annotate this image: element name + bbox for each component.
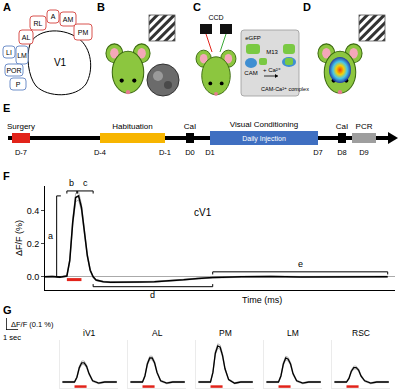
svg-text:D7: D7 [313, 148, 323, 157]
svg-text:B: B [97, 1, 105, 13]
svg-text:PM: PM [219, 328, 232, 338]
svg-text:F: F [3, 170, 10, 182]
svg-text:Daily Injection: Daily Injection [242, 135, 286, 143]
svg-text:cV1: cV1 [194, 207, 212, 218]
svg-text:D: D [303, 1, 311, 13]
svg-text:Surgery: Surgery [7, 122, 35, 131]
svg-text:A: A [3, 1, 11, 13]
svg-text:+ Ca²⁺: + Ca²⁺ [263, 67, 281, 73]
svg-text:AL: AL [152, 328, 163, 338]
svg-text:M13: M13 [266, 49, 278, 55]
svg-text:RSC: RSC [352, 328, 370, 338]
svg-text:C: C [193, 1, 201, 13]
svg-text:eGFP: eGFP [245, 35, 261, 41]
svg-text:0.4: 0.4 [27, 206, 40, 216]
svg-text:PCR: PCR [356, 122, 373, 131]
svg-text:CaI: CaI [336, 122, 348, 131]
svg-text:D1: D1 [205, 148, 215, 157]
svg-text:LM: LM [17, 52, 27, 59]
svg-text:AL: AL [22, 34, 31, 41]
svg-text:CAM: CAM [244, 70, 257, 76]
svg-text:LM: LM [287, 328, 299, 338]
svg-text:Habituation: Habituation [112, 122, 152, 131]
svg-text:E: E [3, 102, 10, 114]
svg-text:ΔF/F (0.1 %): ΔF/F (0.1 %) [11, 320, 54, 329]
svg-text:D-1: D-1 [159, 148, 171, 157]
svg-text:G: G [3, 304, 12, 316]
svg-text:e: e [298, 259, 303, 269]
svg-text:D0: D0 [185, 148, 195, 157]
svg-text:POR: POR [6, 67, 21, 74]
svg-text:0.2: 0.2 [27, 239, 40, 249]
svg-text:CAM-Ca²⁺ complex: CAM-Ca²⁺ complex [261, 86, 309, 92]
svg-text:CaI: CaI [184, 122, 196, 131]
svg-text:D-4: D-4 [94, 148, 106, 157]
svg-text:P: P [16, 81, 21, 88]
svg-text:0.0: 0.0 [27, 272, 40, 282]
svg-text:a: a [48, 231, 53, 241]
svg-text:D-7: D-7 [15, 148, 27, 157]
svg-text:ΔF/F (%): ΔF/F (%) [14, 220, 24, 256]
svg-text:Visual Conditioning: Visual Conditioning [230, 120, 298, 129]
svg-text:D8: D8 [337, 148, 347, 157]
svg-text:b: b [69, 178, 74, 188]
svg-text:PM: PM [78, 29, 89, 36]
svg-text:1 sec: 1 sec [3, 333, 21, 342]
svg-text:CCD: CCD [208, 14, 223, 21]
svg-text:d: d [150, 290, 155, 300]
svg-text:Time (ms): Time (ms) [242, 295, 282, 305]
svg-text:LI: LI [6, 49, 12, 56]
svg-text:AM: AM [63, 16, 74, 23]
svg-text:c: c [83, 178, 88, 188]
svg-text:RL: RL [34, 20, 43, 27]
svg-text:D9: D9 [359, 148, 369, 157]
svg-text:iV1: iV1 [83, 328, 96, 338]
svg-text:A: A [51, 13, 56, 20]
svg-text:V1: V1 [54, 57, 67, 68]
